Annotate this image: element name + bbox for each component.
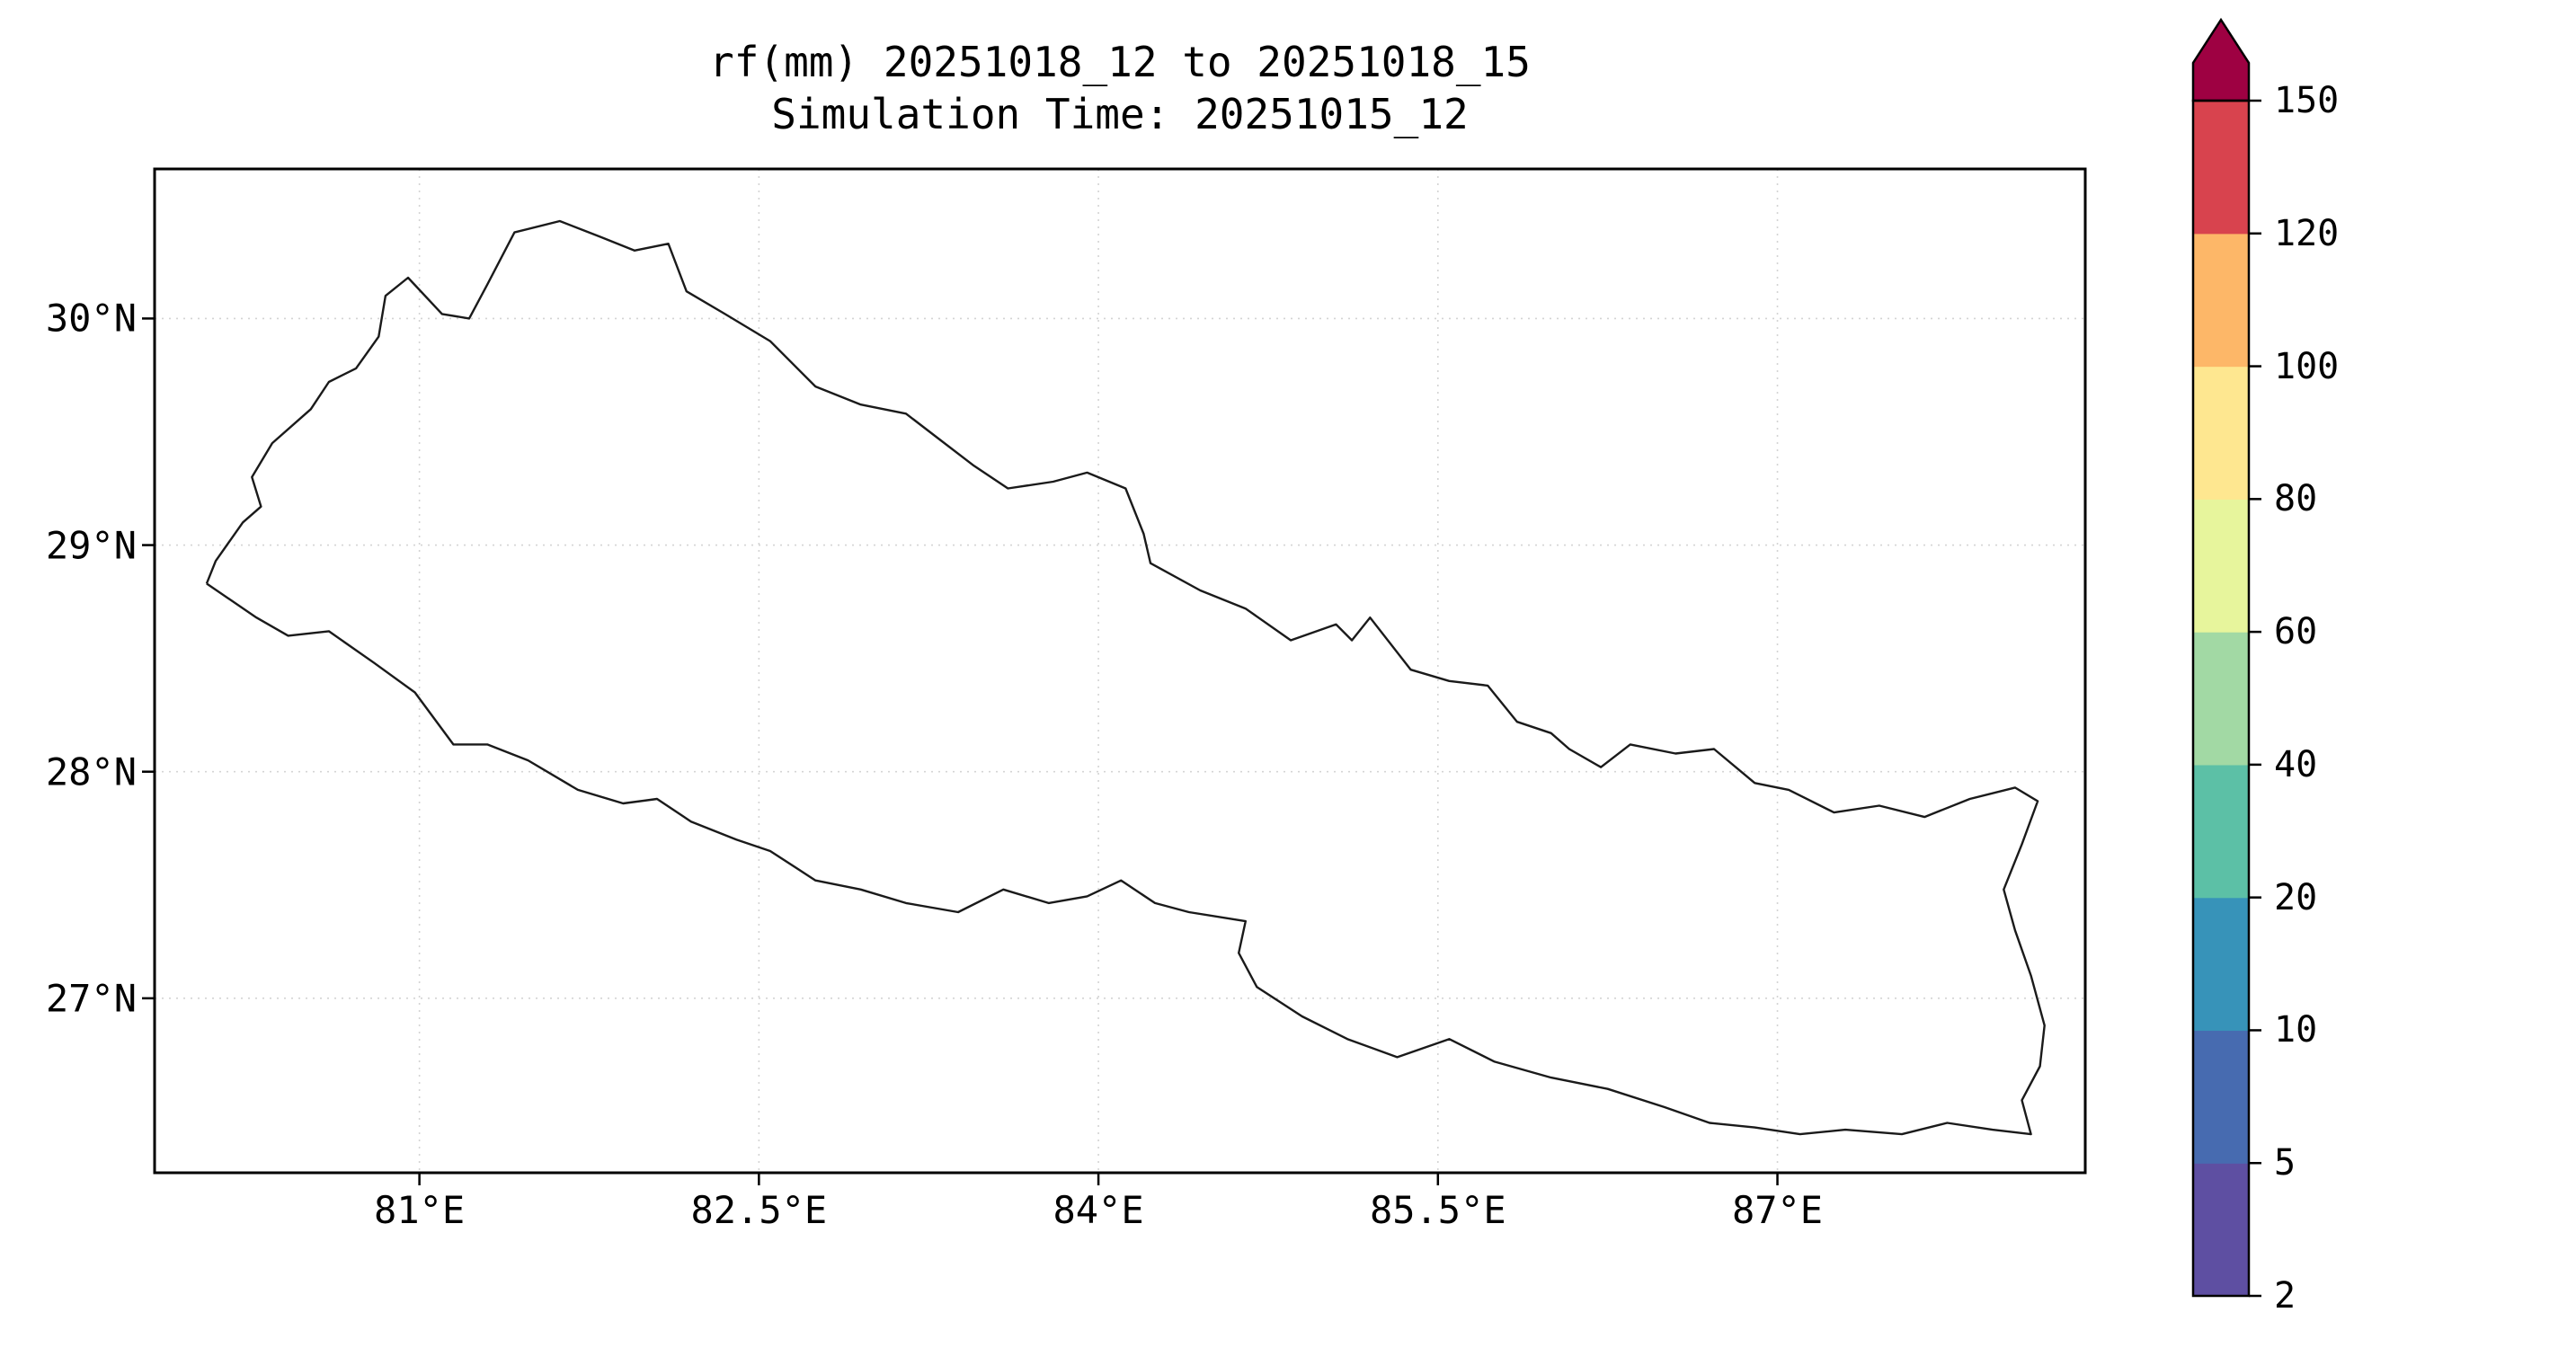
- colorbar-extend-arrow: [2191, 17, 2251, 102]
- colorbar-tick-label: 5: [2274, 1142, 2296, 1184]
- plot-border: [153, 167, 2087, 1175]
- x-tick-label: 82.5°E: [690, 1188, 828, 1232]
- figure-subtitle-simulation-time: Simulation Time: 20251015_12: [771, 90, 1469, 138]
- colorbar-tick-label: 120: [2274, 212, 2340, 254]
- colorbar-tick-label: 150: [2274, 80, 2340, 121]
- colorbar-tick-label: 60: [2274, 611, 2318, 653]
- colorbar-tick-label: 40: [2274, 743, 2318, 785]
- colorbar-segment: [2193, 632, 2249, 766]
- colorbar-tick-label: 100: [2274, 345, 2340, 387]
- country-boundary-outline: [205, 219, 2046, 1136]
- colorbar-segment: [2193, 233, 2249, 368]
- colorbar-segment: [2193, 1163, 2249, 1297]
- colorbar-tick-label: 10: [2274, 1009, 2318, 1051]
- colorbar-segment: [2193, 101, 2249, 235]
- x-tick-label: 87°E: [1731, 1188, 1824, 1232]
- colorbar-tick-label: 2: [2274, 1275, 2296, 1317]
- x-tick-label: 84°E: [1053, 1188, 1144, 1232]
- colorbar-tick-label: 80: [2274, 478, 2318, 520]
- colorbar-segment: [2193, 764, 2249, 899]
- y-tick-label: 28°N: [45, 749, 137, 794]
- colorbar-segment: [2193, 1030, 2249, 1164]
- x-tick-label: 85.5°E: [1369, 1188, 1506, 1232]
- y-tick-label: 30°N: [45, 296, 137, 341]
- colorbar-border: [2191, 99, 2251, 1298]
- colorbar-segment: [2193, 499, 2249, 633]
- colorbar-segment: [2193, 366, 2249, 500]
- x-tick-label: 81°E: [374, 1188, 466, 1232]
- colorbar-tick-label: 20: [2274, 876, 2318, 918]
- colorbar-segment: [2193, 897, 2249, 1032]
- y-tick-label: 27°N: [45, 976, 137, 1021]
- figure-title: rf(mm) 20251018_12 to 20251018_15: [709, 38, 1531, 86]
- y-tick-label: 29°N: [45, 523, 137, 568]
